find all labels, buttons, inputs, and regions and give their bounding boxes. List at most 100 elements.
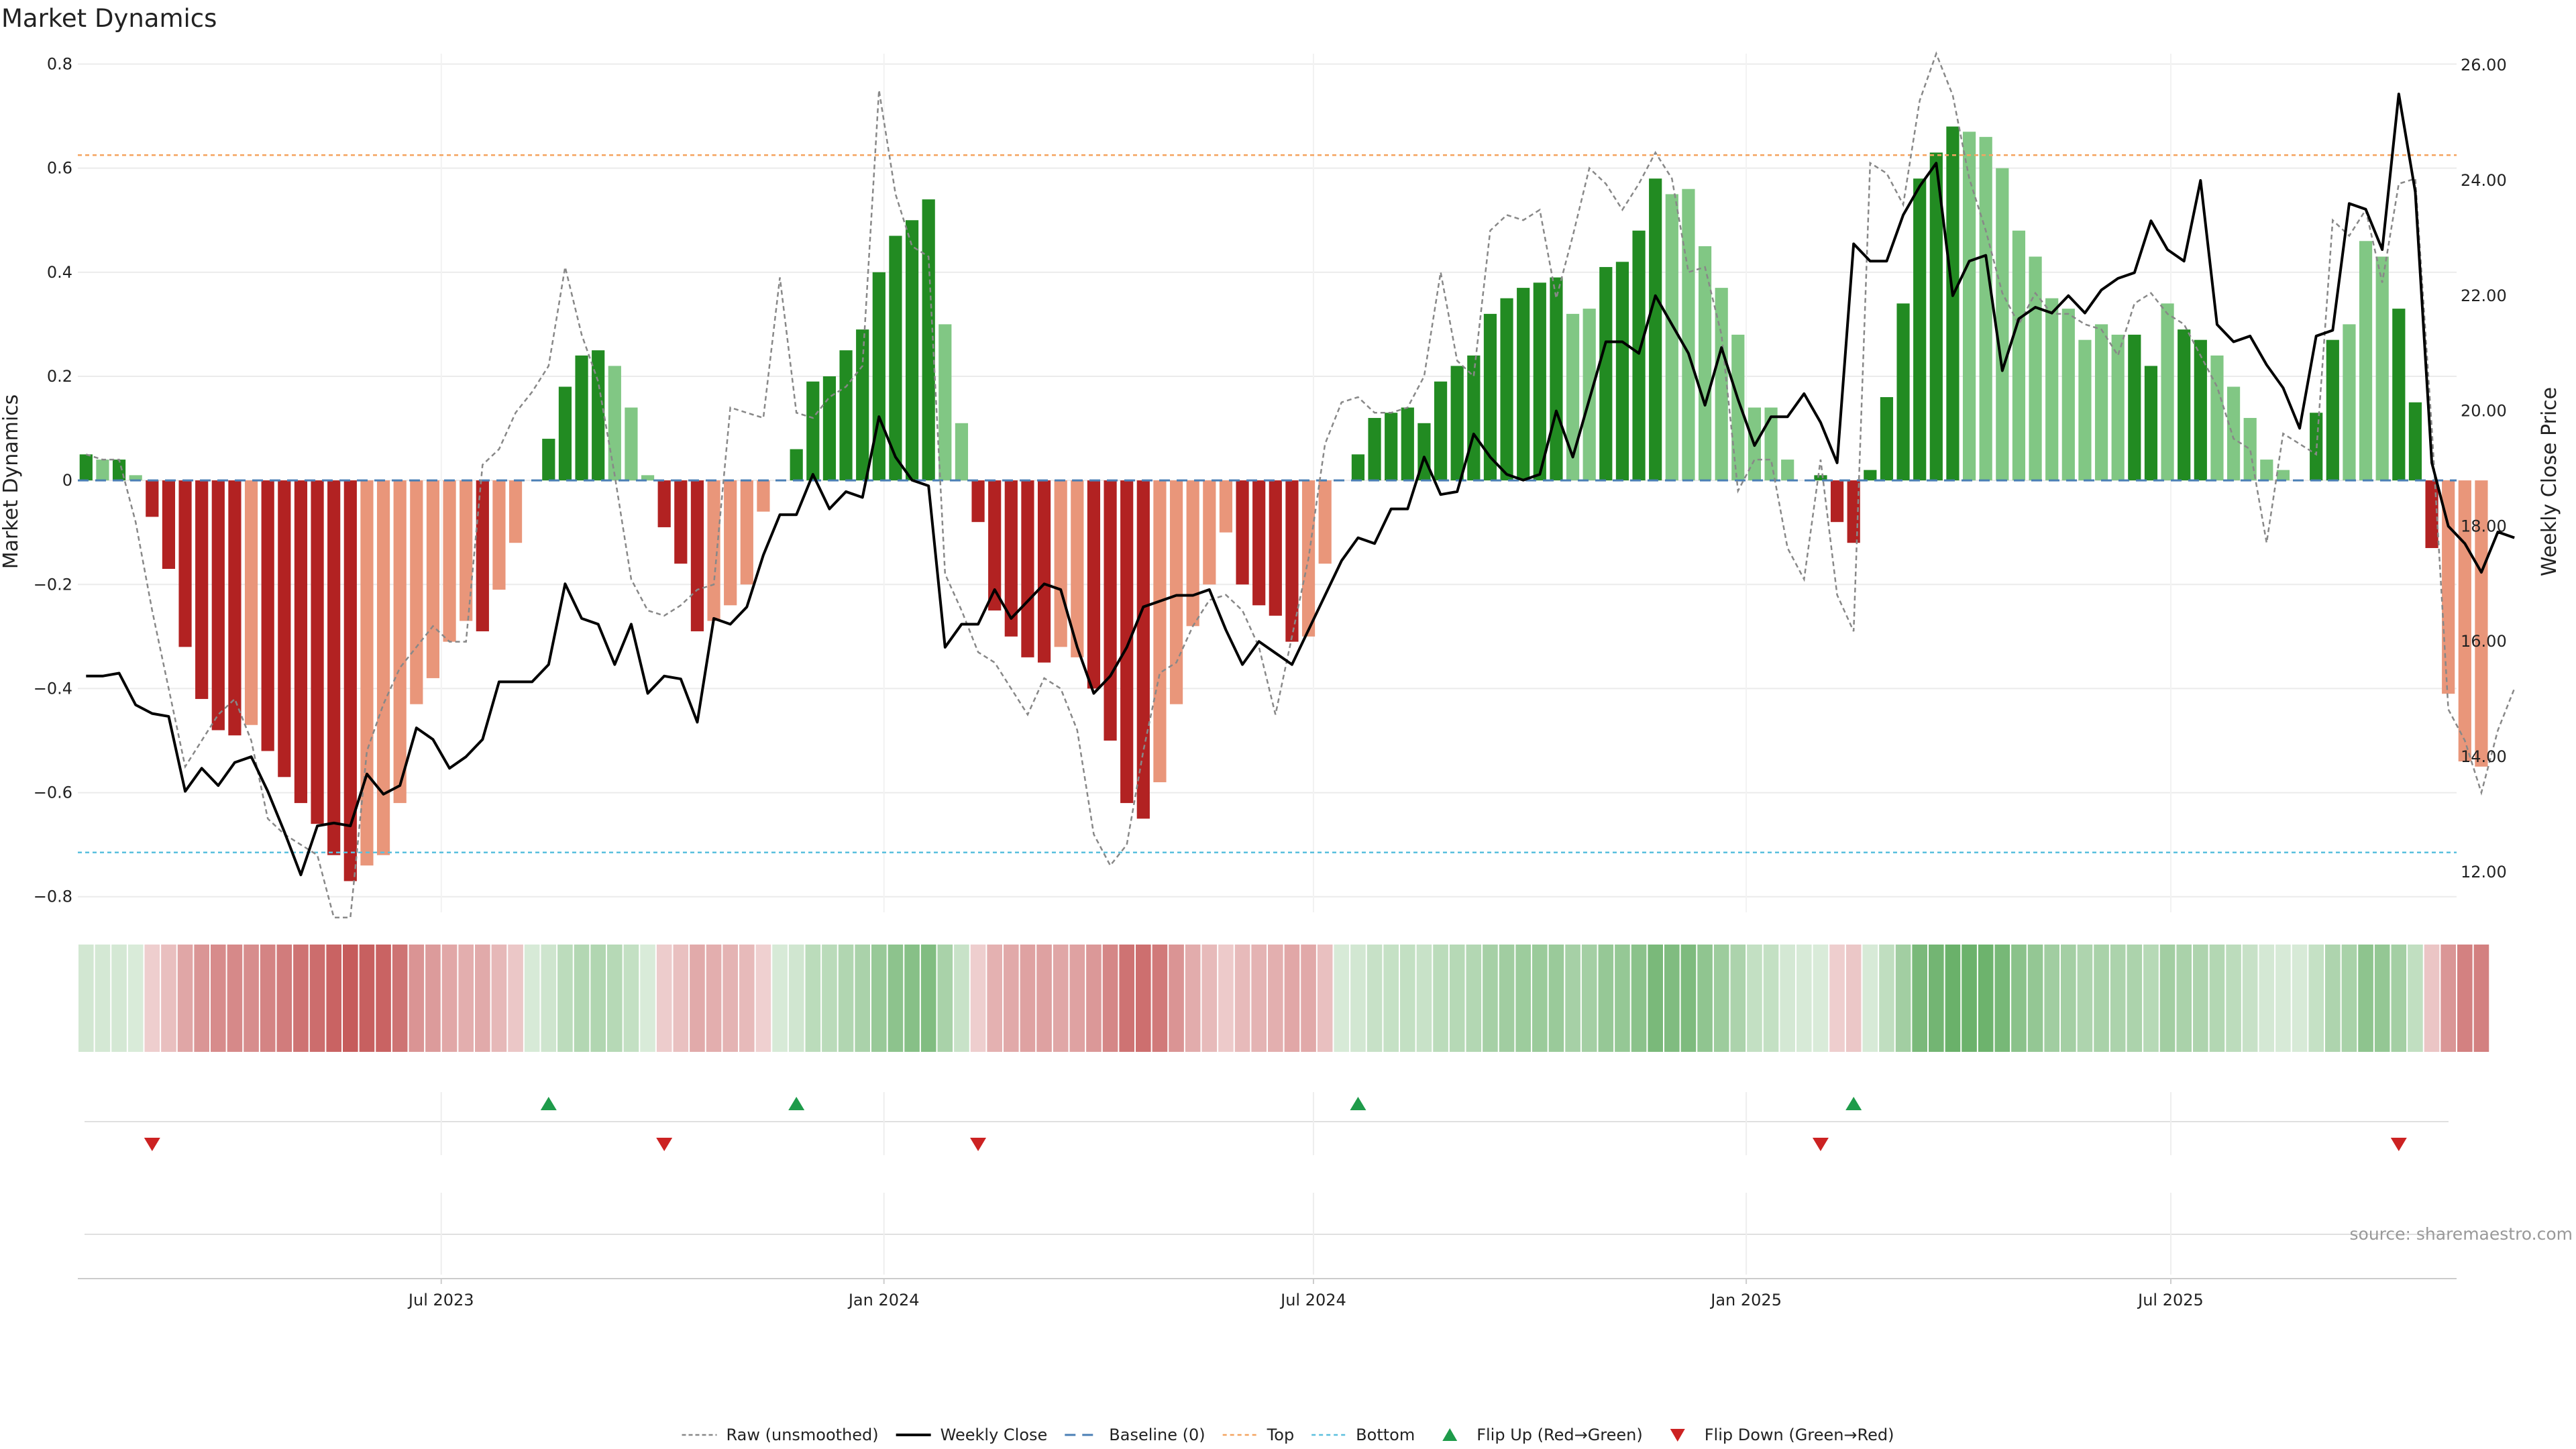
histogram-bar xyxy=(625,407,638,481)
x-tick-label: Jul 2025 xyxy=(2137,1291,2204,1309)
flip-down-marker xyxy=(970,1138,987,1151)
heatmap-cell xyxy=(1565,945,1580,1052)
heatmap-cell xyxy=(888,945,904,1052)
heatmap-cell xyxy=(1366,945,1383,1052)
heatmap-cell xyxy=(1136,945,1151,1052)
heatmap-cell xyxy=(2209,945,2225,1052)
heatmap-cell xyxy=(1317,945,1333,1052)
legend-item-raw: Raw (unsmoothed) xyxy=(682,1426,879,1444)
histogram-bar xyxy=(674,480,688,564)
heatmap-cell xyxy=(1994,945,2010,1052)
histogram-bar xyxy=(1450,366,1464,481)
heatmap-cell xyxy=(2473,945,2489,1052)
histogram-bar xyxy=(112,460,126,481)
histogram-bar xyxy=(889,235,902,481)
histogram-bar xyxy=(2226,386,2241,481)
flip-down-marker xyxy=(144,1138,160,1151)
y-tick-label: 0.4 xyxy=(47,263,72,282)
heatmap-cell xyxy=(1962,945,1977,1052)
histogram-bar xyxy=(1087,480,1101,689)
heatmap-cell xyxy=(276,945,292,1052)
legend-item-top: Top xyxy=(1222,1426,1294,1444)
histogram-bar xyxy=(955,423,969,481)
histogram-bar xyxy=(1946,126,1960,481)
left-y-axis: 0.8 0.6 0.4 0.2 0 −0.2 −0.4 −0.6 −0.8 xyxy=(34,55,72,906)
heatmap-cell xyxy=(1581,945,1597,1052)
histogram-bar xyxy=(1054,480,1067,647)
histogram-bar xyxy=(129,475,142,481)
histogram-bar xyxy=(278,480,291,777)
heatmap-cell xyxy=(2391,945,2407,1052)
histogram-bar xyxy=(1269,480,1282,616)
heatmap-cell xyxy=(2226,945,2241,1052)
histogram-bar xyxy=(905,220,919,481)
histogram-bar xyxy=(1962,131,1976,481)
heatmap-cell xyxy=(2159,945,2176,1052)
heatmap-cell xyxy=(161,945,176,1052)
heatmap-cell xyxy=(1334,945,1350,1052)
heatmap-cell xyxy=(1862,945,1878,1052)
histogram-bar xyxy=(1814,475,1827,481)
histogram-bar xyxy=(244,480,258,725)
heatmap-cell xyxy=(1466,945,1482,1052)
heatmap-cell xyxy=(1053,945,1069,1052)
histogram-bar xyxy=(872,272,885,481)
y-tick-label: −0.2 xyxy=(34,575,72,594)
heatmap-cell xyxy=(1713,945,1729,1052)
histogram-bar xyxy=(988,480,1002,611)
histogram-bar xyxy=(1153,480,1167,783)
heatmap-cell xyxy=(1020,945,1036,1052)
heatmap-cell xyxy=(607,945,623,1052)
heatmap-cell xyxy=(1664,945,1680,1052)
histogram-bar xyxy=(426,480,440,678)
histogram-bar xyxy=(1550,277,1563,481)
histogram-bar xyxy=(2061,309,2075,481)
histogram-bar xyxy=(1351,454,1365,481)
histogram-bar xyxy=(724,480,737,606)
histogram-bar xyxy=(1731,334,1745,481)
heatmap-cell xyxy=(1780,945,1795,1052)
heatmap-cell xyxy=(970,945,986,1052)
heatmap-cell xyxy=(871,945,887,1052)
histogram-bar xyxy=(1599,267,1613,481)
histogram-bar xyxy=(1830,480,1844,523)
histogram-bar xyxy=(1649,178,1662,481)
histogram-bar xyxy=(2343,324,2356,481)
y-tick-label: −0.8 xyxy=(34,888,72,906)
flip-up-marker xyxy=(788,1097,805,1110)
flip-markers xyxy=(85,1092,2449,1275)
histogram-bar xyxy=(608,366,621,481)
y-tick-label: −0.4 xyxy=(34,679,72,698)
histogram-bar xyxy=(2392,309,2406,481)
heatmap-cell xyxy=(2424,945,2440,1052)
heatmap-cell xyxy=(2408,945,2423,1052)
histogram-bar xyxy=(2408,402,2422,481)
heatmap-strip xyxy=(78,945,2489,1052)
histogram-bar xyxy=(971,480,985,523)
flip-up-marker xyxy=(1350,1097,1366,1110)
heatmap-cell xyxy=(1169,945,1184,1052)
histogram-bar xyxy=(1071,480,1084,657)
histogram-bar xyxy=(1533,282,1546,481)
y2-tick-label: 26.00 xyxy=(2461,56,2507,74)
legend-item-flip_down: Flip Down (Green→Red) xyxy=(1670,1426,1894,1444)
histogram-bar xyxy=(476,480,489,632)
histogram-bar xyxy=(360,480,374,866)
histogram-bar xyxy=(343,480,357,881)
histogram-bar xyxy=(1682,189,1695,481)
histogram-bar xyxy=(211,480,225,731)
heatmap-cell xyxy=(557,945,573,1052)
histogram-bar xyxy=(376,480,390,855)
histogram-bar xyxy=(261,480,274,751)
heatmap-cell xyxy=(2127,945,2143,1052)
histogram-bar xyxy=(1120,480,1134,804)
x-tick-label: Jul 2023 xyxy=(407,1291,474,1309)
heatmap-cell xyxy=(2358,945,2373,1052)
histogram-bar xyxy=(508,480,523,543)
y-axis-label: Market Dynamics xyxy=(0,394,23,570)
heatmap-cell xyxy=(772,945,788,1052)
heatmap-cell xyxy=(920,945,936,1052)
histogram-bar xyxy=(757,480,770,512)
y2-axis-label: Weekly Close Price xyxy=(2538,387,2561,576)
heatmap-cell xyxy=(458,945,474,1052)
